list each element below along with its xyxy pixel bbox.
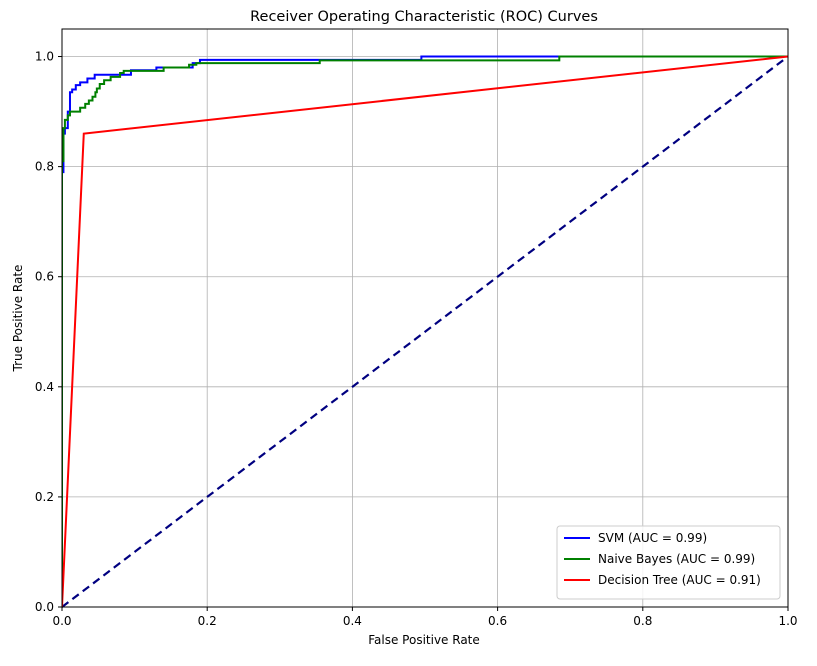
x-tick-label: 0.6 — [488, 614, 507, 628]
legend-entry-label: SVM (AUC = 0.99) — [598, 531, 707, 545]
y-tick-label: 0.2 — [35, 490, 54, 504]
x-tick-label: 0.0 — [52, 614, 71, 628]
naive-bayes-roc-line — [62, 55, 788, 607]
x-tick-label: 0.4 — [343, 614, 362, 628]
legend: SVM (AUC = 0.99) Naive Bayes (AUC = 0.99)… — [556, 525, 781, 600]
y-tick-label: 0.8 — [35, 160, 54, 174]
y-axis-ticks: 0.0 0.2 0.4 0.6 0.8 1.0 — [35, 50, 62, 614]
plot-frame — [61, 28, 789, 608]
y-axis-label: True Positive Rate — [11, 265, 25, 373]
x-axis-ticks: 0.0 0.2 0.4 0.6 0.8 1.0 — [52, 607, 798, 628]
legend-entry-label: Decision Tree (AUC = 0.91) — [598, 573, 761, 587]
chart-title: Receiver Operating Characteristic (ROC) … — [250, 9, 598, 25]
x-tick-label: 0.8 — [633, 614, 652, 628]
y-tick-label: 1.0 — [35, 50, 54, 64]
x-axis-label: False Positive Rate — [368, 633, 480, 647]
legend-entry-label: Naive Bayes (AUC = 0.99) — [598, 552, 755, 566]
y-tick-label: 0.6 — [35, 270, 54, 284]
reference-diagonal-line — [62, 55, 789, 608]
y-tick-label: 0.4 — [35, 380, 54, 394]
grid — [61, 29, 789, 608]
x-tick-label: 1.0 — [778, 614, 797, 628]
legend-box — [556, 525, 781, 600]
x-tick-label: 0.2 — [198, 614, 217, 628]
decision-tree-roc-line — [62, 55, 789, 608]
y-tick-label: 0.0 — [35, 600, 54, 614]
plot-lines — [62, 55, 789, 608]
